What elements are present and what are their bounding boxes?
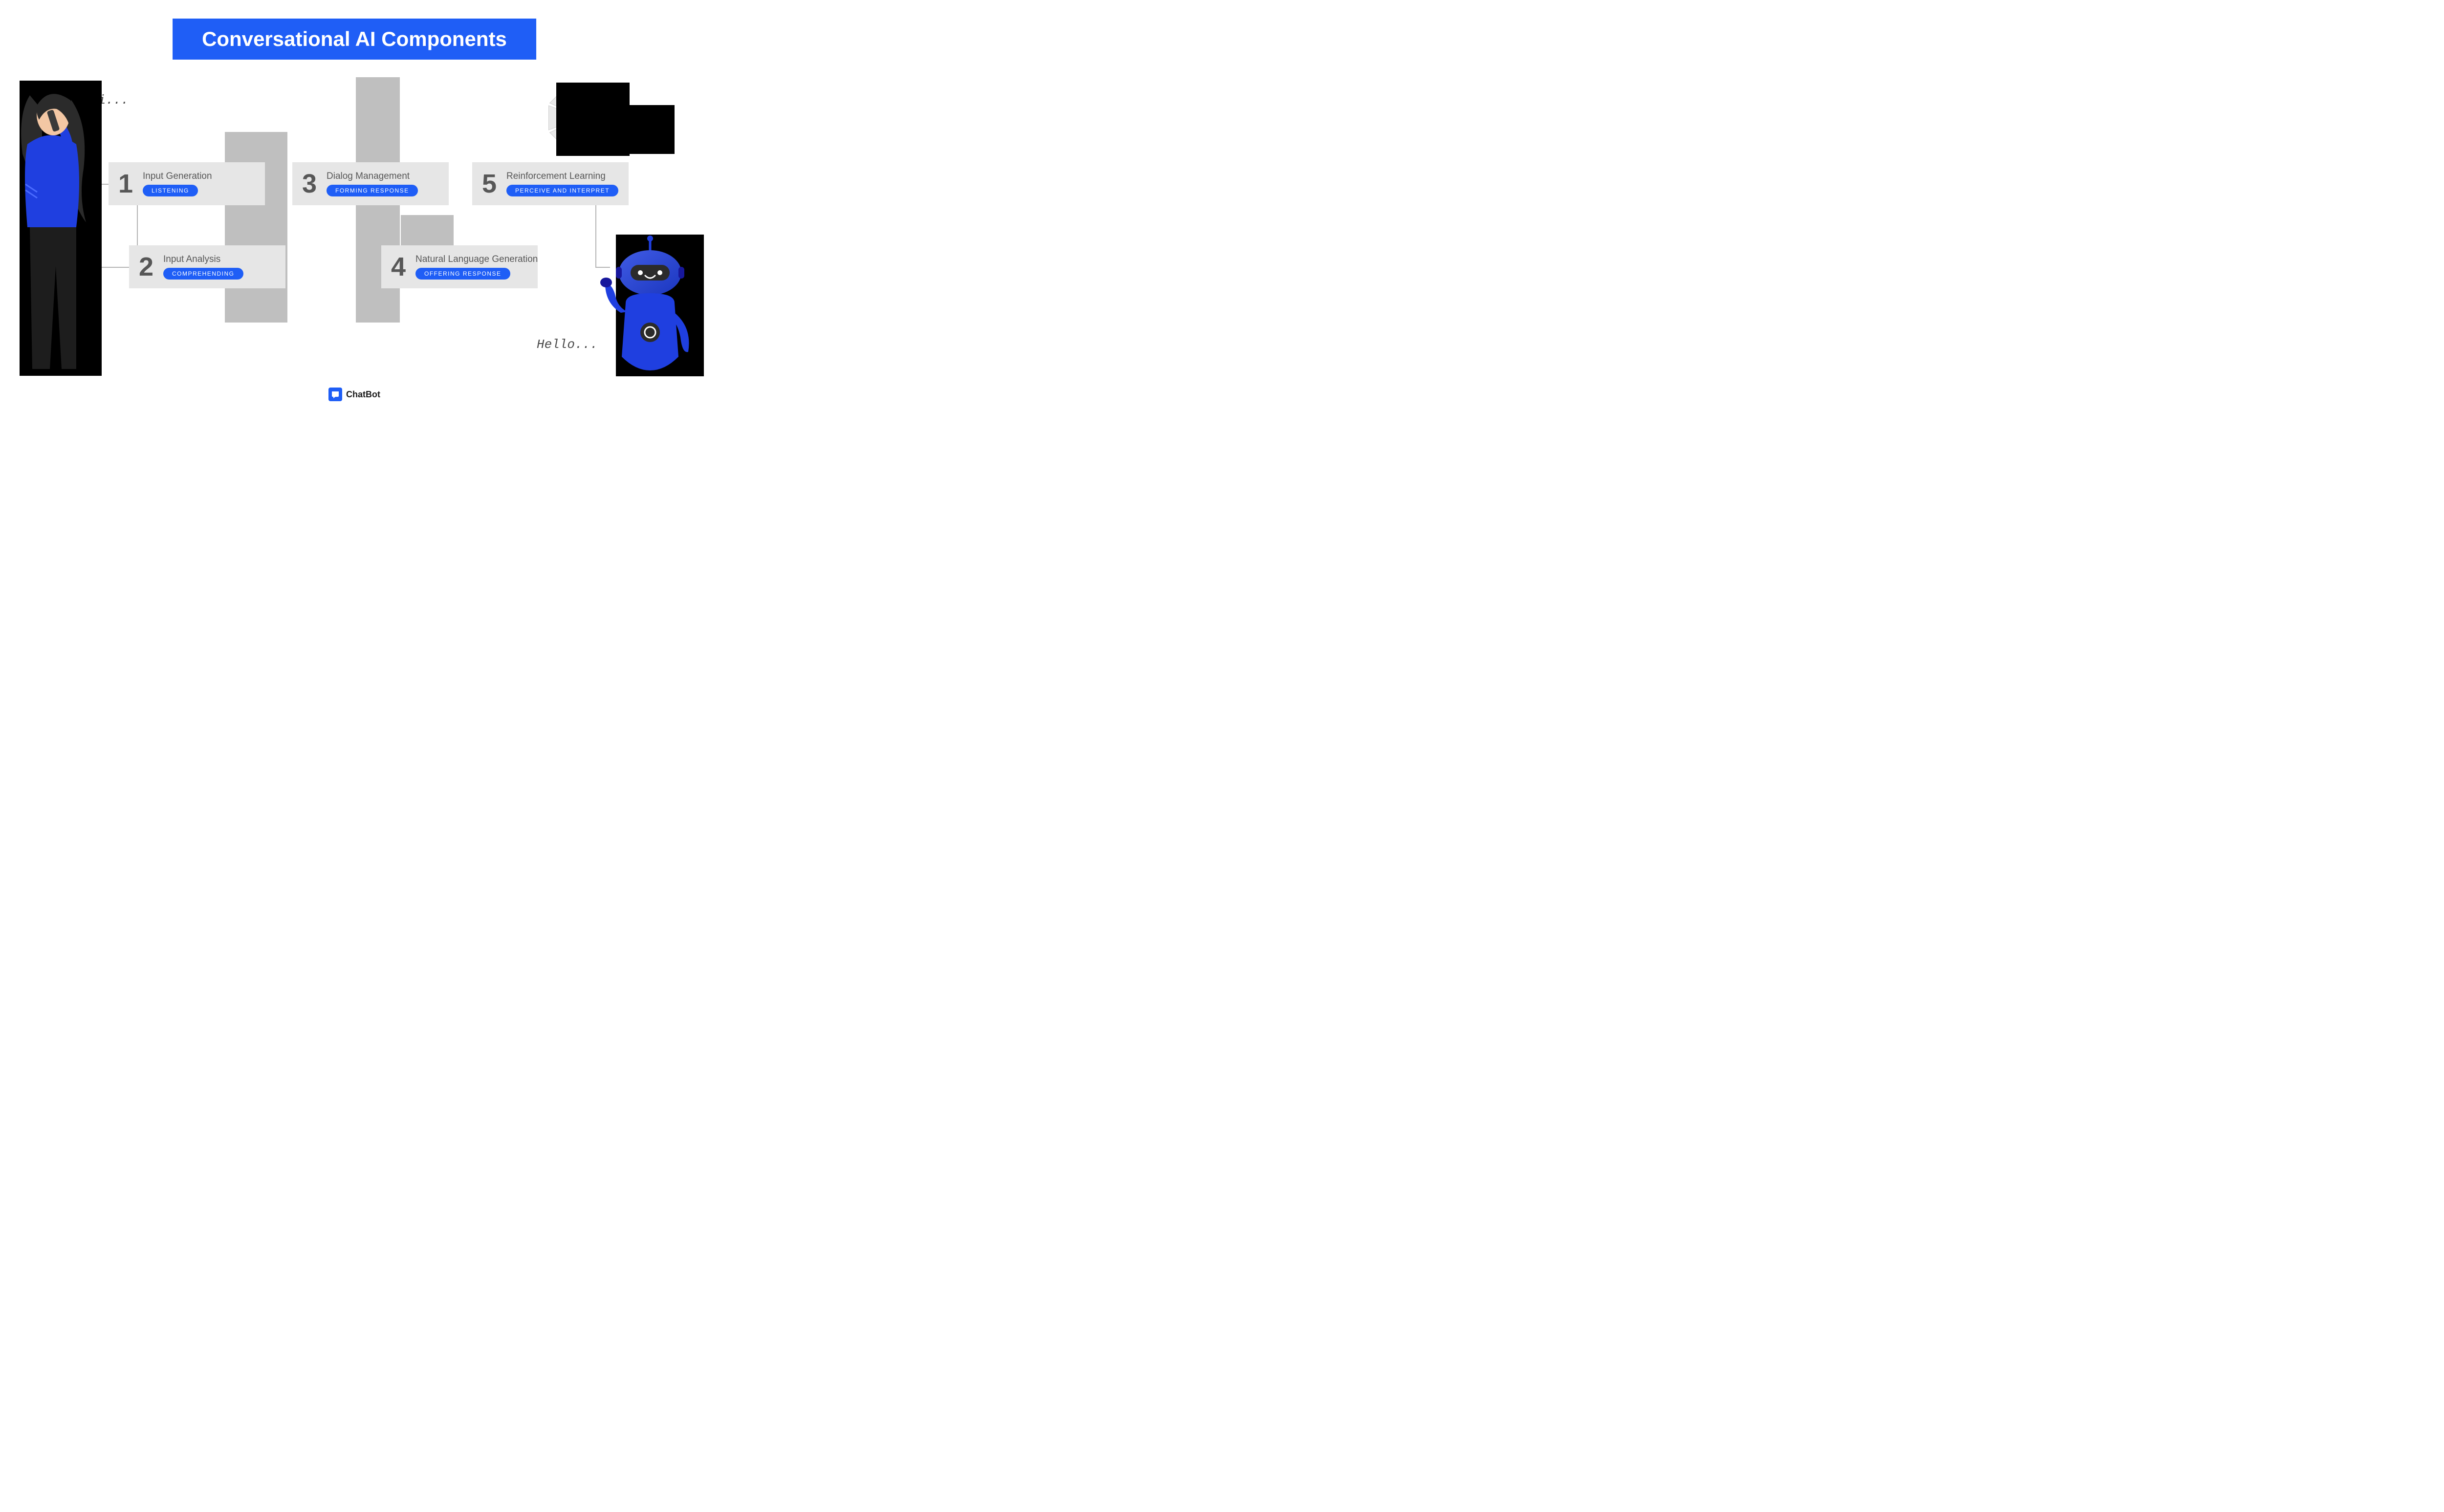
step-number: 3: [296, 171, 323, 197]
step-number: 2: [133, 254, 159, 280]
step-card-1: 1 Input Generation LISTENING: [109, 162, 265, 205]
page-title: Conversational AI Components: [173, 19, 536, 60]
brand-footer: ChatBot: [328, 388, 380, 401]
step-label: Natural Language Generation: [415, 254, 538, 265]
greeting-right: Hello...: [537, 337, 598, 352]
connector-line: [137, 205, 138, 245]
brand-mark-icon: [328, 388, 342, 401]
connector-line: [98, 267, 129, 268]
step-card-5: 5 Reinforcement Learning PERCEIVE AND INTE…: [472, 162, 629, 205]
person-illustration: [3, 81, 101, 376]
robot-svg: [596, 235, 704, 376]
step-pill: COMPREHENDING: [163, 268, 243, 280]
pillar: [225, 132, 287, 323]
step-card-2: 2 Input Analysis COMPREHENDING: [129, 245, 285, 288]
step-number: 5: [476, 171, 502, 197]
step-number: 1: [112, 171, 139, 197]
step-label: Dialog Management: [327, 171, 418, 182]
step-pill: OFFERING RESPONSE: [415, 268, 510, 280]
brand-name: ChatBot: [346, 389, 380, 400]
step-label: Reinforcement Learning: [506, 171, 618, 182]
person-svg: [3, 81, 101, 376]
step-pill: LISTENING: [143, 185, 198, 196]
gears-illustration: [533, 76, 675, 164]
step-pill: PERCEIVE AND INTERPRET: [506, 185, 618, 196]
step-pill: FORMING RESPONSE: [327, 185, 418, 196]
step-card-3: 3 Dialog Management FORMING RESPONSE: [292, 162, 449, 205]
robot-illustration: [596, 235, 704, 376]
step-number: 4: [385, 254, 412, 280]
step-label: Input Analysis: [163, 254, 243, 265]
step-card-4: 4Natural Language Generation OFFERING RES…: [381, 245, 538, 288]
step-label: Input Generation: [143, 171, 212, 182]
